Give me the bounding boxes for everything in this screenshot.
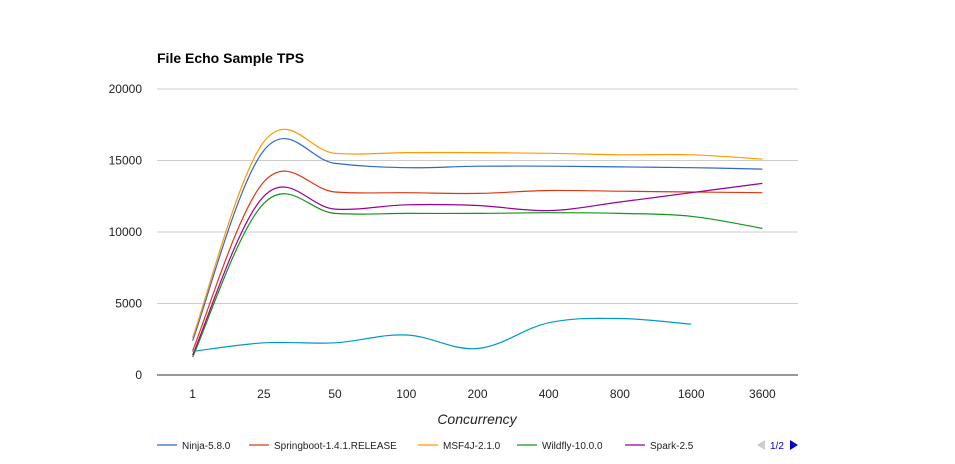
gridlines bbox=[157, 88, 798, 304]
x-tick-label: 200 bbox=[467, 387, 487, 401]
x-tick-label: 1 bbox=[189, 387, 196, 401]
legend: Ninja-5.8.0 Springboot-1.4.1.RELEASE MSF4J… bbox=[157, 441, 694, 452]
legend-item: Ninja-5.8.0 bbox=[157, 441, 231, 452]
series-line-5 bbox=[192, 317, 692, 353]
x-tick-label: 1600 bbox=[678, 387, 705, 401]
series-lines bbox=[192, 128, 763, 358]
legend-label: Spark-2.5 bbox=[650, 441, 694, 452]
x-tick-label: 100 bbox=[396, 387, 416, 401]
legend-label: Springboot-1.4.1.RELEASE bbox=[274, 441, 397, 452]
legend-item: Spark-2.5 bbox=[625, 441, 694, 452]
x-tick-label: 3600 bbox=[749, 387, 776, 401]
x-tick-label: 400 bbox=[539, 387, 559, 401]
legend-label: MSF4J-2.1.0 bbox=[443, 441, 501, 452]
legend-pager[interactable]: 1/2 bbox=[757, 440, 798, 452]
y-tick-label: 20000 bbox=[109, 82, 143, 96]
x-tick-label: 50 bbox=[328, 387, 342, 401]
chart-title: File Echo Sample TPS bbox=[157, 50, 305, 66]
legend-item: MSF4J-2.1.0 bbox=[418, 441, 501, 452]
series-line-2 bbox=[192, 128, 763, 339]
x-tick-label: 25 bbox=[257, 387, 271, 401]
y-axis-tick-labels: 0 5000 10000 15000 20000 bbox=[109, 82, 143, 382]
legend-page-indicator: 1/2 bbox=[770, 441, 784, 452]
series-line-0 bbox=[192, 137, 763, 341]
x-tick-label: 800 bbox=[610, 387, 630, 401]
legend-prev-icon[interactable] bbox=[757, 440, 765, 450]
series-line-3 bbox=[192, 193, 763, 358]
y-tick-label: 15000 bbox=[109, 154, 143, 168]
legend-item: Springboot-1.4.1.RELEASE bbox=[249, 441, 397, 452]
legend-label: Ninja-5.8.0 bbox=[182, 441, 231, 452]
y-tick-label: 0 bbox=[135, 368, 142, 382]
x-axis-tick-labels: 1 25 50 100 200 400 800 1600 3600 bbox=[189, 387, 776, 401]
series-line-4 bbox=[192, 182, 763, 356]
legend-next-icon[interactable] bbox=[790, 440, 798, 450]
x-axis-title: Concurrency bbox=[437, 411, 517, 427]
legend-label: Wildfly-10.0.0 bbox=[542, 441, 603, 452]
y-tick-label: 5000 bbox=[115, 297, 142, 311]
y-tick-label: 10000 bbox=[109, 225, 143, 239]
series-line-1 bbox=[192, 170, 763, 351]
legend-item: Wildfly-10.0.0 bbox=[517, 441, 603, 452]
